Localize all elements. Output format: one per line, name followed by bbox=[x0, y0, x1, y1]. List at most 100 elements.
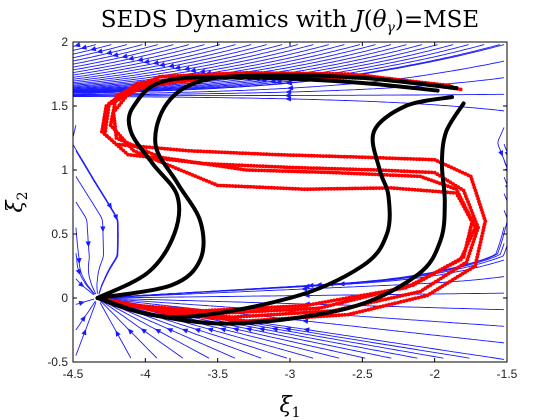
demonstration-point bbox=[113, 99, 118, 104]
demonstration-point bbox=[390, 302, 394, 306]
demonstration-point bbox=[354, 155, 359, 159]
demonstration-point bbox=[104, 104, 109, 108]
demonstration-point bbox=[285, 165, 289, 170]
demonstration-point bbox=[448, 180, 453, 185]
demonstration-point bbox=[233, 315, 238, 319]
demonstration-point bbox=[414, 169, 419, 174]
demonstration-point bbox=[172, 74, 177, 78]
demonstration-point bbox=[402, 156, 407, 161]
demonstration-point bbox=[112, 102, 117, 107]
demonstration-point bbox=[254, 309, 259, 314]
demonstration-point bbox=[377, 186, 382, 191]
demonstration-point bbox=[162, 310, 167, 315]
demonstration-point bbox=[365, 186, 370, 191]
demonstration-point bbox=[305, 303, 310, 308]
demonstration-point bbox=[263, 313, 267, 317]
demonstration-point bbox=[375, 305, 380, 310]
demonstration-point bbox=[400, 293, 405, 298]
demonstration-point bbox=[366, 155, 371, 160]
demonstration-point bbox=[212, 316, 217, 320]
demonstration-point bbox=[291, 153, 296, 158]
stream-arrow bbox=[284, 326, 292, 332]
stream-arrow bbox=[121, 53, 128, 59]
demonstration-point bbox=[342, 154, 347, 159]
demonstration-point bbox=[368, 167, 373, 172]
demonstration-point bbox=[169, 74, 174, 78]
demonstration-point bbox=[465, 257, 470, 262]
demonstration-point bbox=[480, 231, 485, 236]
demonstration-point bbox=[305, 306, 309, 311]
demonstration-point bbox=[257, 309, 262, 314]
demonstration-point bbox=[349, 171, 354, 176]
demonstration-point bbox=[275, 186, 280, 190]
demonstration-point bbox=[393, 301, 397, 306]
demonstration-point bbox=[348, 167, 352, 172]
demonstration-point bbox=[239, 184, 244, 189]
demonstration-point bbox=[297, 153, 302, 158]
demonstration-point bbox=[467, 251, 472, 256]
demonstration-point bbox=[281, 304, 286, 309]
demonstration-point bbox=[232, 318, 237, 322]
y-tick-label: 0.5 bbox=[51, 227, 68, 241]
demonstration-point bbox=[328, 313, 332, 318]
demonstration-point bbox=[334, 302, 339, 306]
stream-arrow bbox=[106, 202, 112, 210]
demonstration-point bbox=[377, 290, 381, 295]
demonstration-point bbox=[190, 160, 195, 165]
demonstration-point bbox=[322, 170, 327, 175]
demonstration-point bbox=[261, 164, 265, 169]
demonstration-point bbox=[154, 305, 158, 309]
demonstration-point bbox=[332, 298, 337, 303]
demonstration-point bbox=[129, 153, 133, 157]
demonstration-point bbox=[120, 143, 125, 147]
demonstration-point bbox=[470, 243, 475, 247]
stream-arrow bbox=[504, 150, 507, 158]
demonstration-point bbox=[165, 311, 169, 316]
demonstration-point bbox=[240, 151, 245, 156]
demonstration-point bbox=[195, 308, 200, 313]
demonstration-point bbox=[256, 168, 261, 173]
demonstration-point bbox=[396, 169, 400, 173]
y-tick-label: 2 bbox=[61, 35, 68, 49]
demonstration-point bbox=[321, 154, 326, 159]
demonstration-point bbox=[243, 163, 248, 168]
demonstration-point bbox=[250, 168, 255, 173]
demonstration-point bbox=[202, 161, 207, 166]
demonstration-point bbox=[247, 168, 252, 173]
demonstration-point bbox=[380, 298, 385, 302]
demonstration-point bbox=[101, 124, 105, 128]
demonstration-point bbox=[173, 80, 178, 85]
stream-arrow bbox=[89, 46, 97, 52]
demonstration-point bbox=[132, 153, 136, 158]
demonstration-point bbox=[308, 306, 312, 311]
demonstration-point bbox=[332, 186, 337, 191]
demonstration-point bbox=[255, 164, 259, 168]
demonstration-point bbox=[297, 165, 301, 170]
demonstration-point bbox=[360, 309, 365, 313]
demonstration-point bbox=[168, 147, 173, 152]
demonstration-point bbox=[397, 173, 402, 178]
demonstration-point bbox=[320, 187, 325, 191]
demonstration-point bbox=[260, 309, 265, 313]
demonstration-point bbox=[296, 307, 300, 312]
demonstration-point bbox=[233, 184, 238, 189]
demonstration-point bbox=[185, 79, 190, 83]
demonstration-point bbox=[217, 164, 222, 168]
demonstration-point bbox=[265, 168, 270, 173]
demonstration-point bbox=[458, 87, 463, 92]
demonstration-point bbox=[359, 186, 364, 191]
stream-arrow bbox=[245, 326, 252, 333]
x-tick-label: -4 bbox=[140, 367, 151, 381]
demonstration-point bbox=[326, 186, 331, 191]
demonstration-point bbox=[466, 200, 470, 204]
reproduction-trajectories bbox=[95, 73, 466, 326]
demonstration-point bbox=[171, 306, 176, 311]
demonstration-point bbox=[317, 306, 321, 311]
demonstration-point bbox=[369, 155, 374, 160]
demonstration-point bbox=[345, 154, 350, 159]
demonstration-point bbox=[184, 159, 189, 164]
demonstration-point bbox=[328, 303, 333, 308]
demonstration-point bbox=[451, 190, 456, 195]
stream-arrow bbox=[232, 327, 240, 333]
demonstration-point bbox=[411, 169, 416, 174]
